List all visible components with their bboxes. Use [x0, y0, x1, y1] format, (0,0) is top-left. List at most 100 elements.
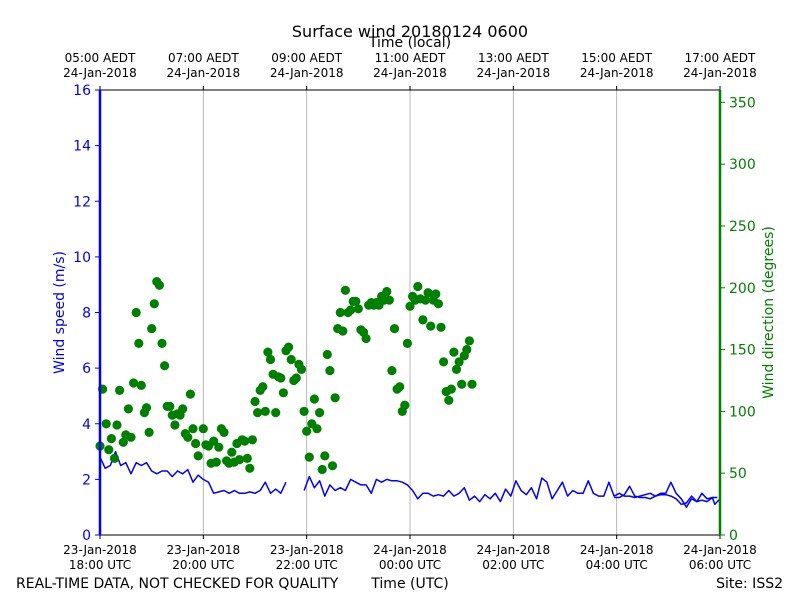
wind-direction-point	[389, 324, 400, 334]
wind-direction-point	[165, 401, 175, 411]
wind-direction-point	[154, 280, 164, 290]
x-tick-label-date: 23-Jan-2018	[270, 543, 344, 557]
wind-direction-point	[245, 463, 255, 473]
x-tick-label-date: 24-Jan-2018	[373, 543, 447, 557]
wind-direction-point	[451, 364, 462, 374]
y-right-tick-label: 300	[729, 157, 756, 173]
top-tick-label-date: 24-Jan-2018	[683, 66, 757, 80]
x-tick-label-date: 23-Jan-2018	[63, 543, 137, 557]
y-right-tick-label: 200	[729, 281, 756, 297]
top-tick-label-time: 11:00 AEDT	[375, 51, 446, 65]
wind-direction-point	[400, 400, 410, 410]
wind-direction-point	[276, 373, 286, 383]
y-left-tick-label: 12	[73, 194, 91, 210]
wind-direction-point	[361, 333, 371, 344]
wind-direction-point	[387, 366, 397, 376]
wind-direction-point	[101, 419, 111, 429]
y-left-axis-label: Wind speed (m/s)	[52, 251, 68, 374]
wind-direction-point	[405, 301, 415, 311]
wind-direction-point	[247, 435, 257, 445]
wind-direction-point	[431, 289, 441, 299]
wind-direction-point	[214, 442, 224, 452]
y-left-tick-label: 16	[73, 83, 91, 99]
wind-direction-point	[439, 357, 449, 367]
wind-direction-point	[211, 457, 221, 467]
y-right-tick-label: 100	[729, 404, 756, 420]
wind-direction-point	[112, 420, 122, 430]
wind-direction-point	[446, 384, 456, 394]
y-left-tick-label: 6	[82, 361, 91, 377]
wind-direction-point	[149, 299, 159, 309]
wind-direction-point	[317, 464, 327, 475]
wind-direction-point	[258, 382, 268, 392]
wind-direction-point	[325, 366, 335, 376]
wind-direction-point	[467, 379, 477, 389]
wind-direction-point	[423, 288, 433, 298]
wind-direction-point	[271, 408, 281, 418]
wind-direction-point	[299, 406, 309, 416]
wind-direction-point	[109, 453, 120, 463]
x-tick-label-date: 24-Jan-2018	[683, 543, 757, 557]
chart-title: Surface wind 20180124 0600	[292, 22, 528, 41]
top-tick-label-date: 24-Jan-2018	[373, 66, 447, 80]
wind-direction-point	[219, 427, 229, 437]
wind-direction-point	[395, 382, 405, 392]
wind-direction-point	[278, 388, 288, 398]
wind-direction-point	[188, 424, 198, 434]
wind-direction-point	[250, 396, 260, 407]
wind-direction-point	[106, 434, 116, 444]
x-tick-label-time: 20:00 UTC	[172, 558, 234, 572]
top-tick-label-time: 07:00 AEDT	[168, 51, 239, 65]
wind-direction-point	[335, 307, 345, 318]
y-left-tick-label: 2	[82, 472, 91, 488]
top-tick-label-date: 24-Jan-2018	[580, 66, 654, 80]
wind-direction-point	[340, 285, 350, 295]
wind-direction-point	[170, 420, 180, 430]
wind-direction-point	[240, 436, 250, 446]
wind-speed-line	[303, 475, 718, 508]
wind-direction-point	[286, 354, 296, 365]
top-tick-label-time: 09:00 AEDT	[271, 51, 342, 65]
footer-right: Site: ISS2	[716, 576, 783, 592]
wind-speed-line	[614, 485, 721, 506]
wind-direction-point	[136, 380, 146, 390]
top-tick-label-time: 05:00 AEDT	[65, 51, 136, 65]
wind-direction-point	[178, 404, 188, 414]
wind-direction-point	[193, 451, 203, 461]
x-tick-label-time: 02:00 UTC	[482, 558, 544, 572]
wind-direction-point	[291, 373, 301, 383]
wind-direction-point	[185, 389, 195, 399]
wind-direction-point	[420, 295, 431, 305]
wind-direction-point	[123, 404, 133, 414]
wind-direction-point	[327, 461, 338, 471]
wind-direction-point	[191, 438, 201, 449]
wind-direction-point	[351, 296, 361, 306]
wind-direction-point	[320, 451, 330, 461]
top-axis-label: Time (local)	[368, 35, 451, 51]
x-axis-label: Time (UTC)	[370, 576, 448, 592]
wind-direction-point	[384, 295, 394, 305]
wind-direction-point	[265, 354, 276, 365]
wind-direction-point	[449, 347, 459, 357]
wind-direction-point	[242, 453, 252, 463]
x-tick-label-time: 00:00 UTC	[379, 558, 441, 572]
axes	[95, 86, 725, 539]
data-layer	[95, 277, 721, 508]
wind-direction-point	[312, 424, 322, 434]
wind-direction-point	[346, 305, 356, 315]
wind-direction-point	[227, 447, 237, 457]
top-tick-label-time: 17:00 AEDT	[685, 51, 756, 65]
y-right-tick-label: 0	[729, 528, 738, 544]
wind-direction-point	[353, 304, 363, 314]
wind-direction-point	[454, 357, 464, 367]
wind-direction-point	[426, 321, 436, 331]
wind-direction-point	[126, 432, 136, 442]
footer-left: REAL-TIME DATA, NOT CHECKED FOR QUALITY	[16, 576, 339, 592]
x-tick-label-time: 18:00 UTC	[69, 558, 131, 572]
y-right-tick-label: 150	[729, 343, 756, 359]
y-left-tick-label: 10	[73, 250, 91, 266]
wind-direction-point	[104, 445, 114, 455]
wind-direction-point	[253, 408, 263, 418]
top-tick-label-time: 13:00 AEDT	[478, 51, 549, 65]
